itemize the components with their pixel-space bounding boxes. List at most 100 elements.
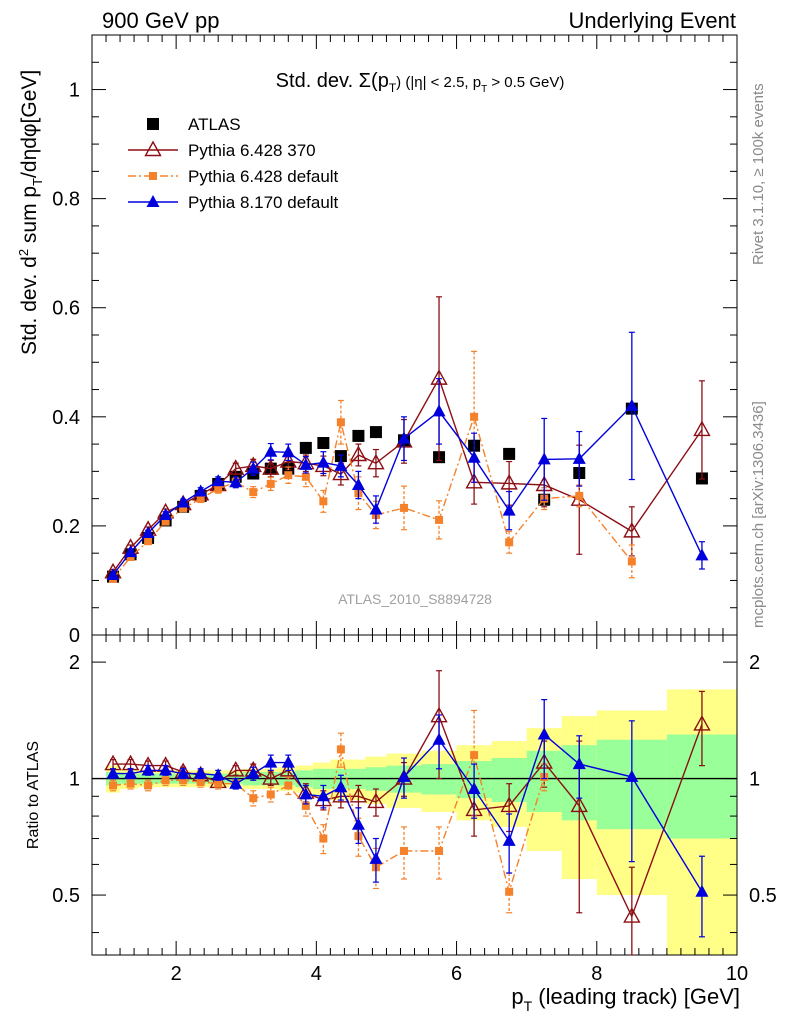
p6-default-point [109, 781, 118, 790]
p8-default-point [502, 503, 516, 516]
p8-default-point [467, 450, 481, 463]
p8-default-point [194, 484, 208, 497]
p6-370-line [112, 376, 703, 573]
rivet-label: Rivet 3.1.10, ≥ 100k events [750, 83, 767, 265]
legend-label-p6-default: Pythia 6.428 default [188, 167, 339, 186]
legend: ATLAS Pythia 6.428 370 Pythia 6.428 defaul… [128, 115, 339, 212]
p6-default-point [249, 794, 258, 803]
p6-default-point [319, 834, 328, 843]
x-tick-label: 10 [726, 963, 748, 985]
p6-370-line [113, 714, 703, 919]
p8-default-point [124, 766, 138, 779]
p8-default-point [625, 769, 639, 782]
p6-default-point [284, 471, 293, 480]
legend-label-p6-370: Pythia 6.428 370 [188, 141, 316, 160]
p8-default-point [351, 478, 365, 490]
legend-marker-p6-370 [144, 140, 162, 157]
p6-370-point [693, 420, 711, 437]
p6-default-point [214, 484, 223, 493]
p6-default-point [196, 777, 205, 786]
p8-default-point [695, 884, 709, 897]
p6-default-point [575, 491, 584, 500]
y-tick-label: 1 [69, 80, 80, 102]
ratio-series-clipped [104, 670, 711, 955]
p6-370-point [570, 796, 588, 813]
title-sub2: T [481, 84, 487, 95]
ratio-y-tick-label-right: 2 [749, 652, 760, 674]
ratio-axis-ticks: 0.5 0.5 1 1 2 2 2 4 6 8 10 [52, 635, 777, 985]
p8-default-point [316, 455, 330, 468]
title-sub: T [389, 81, 397, 95]
xlabel-a: p [511, 984, 523, 1009]
x-tick-label: 2 [171, 963, 182, 985]
ylabel-sup: 2 [16, 249, 31, 256]
ratio-panel: 0.5 0.5 1 1 2 2 2 4 6 8 10 Ratio to ATLAS pT (lead… [25, 634, 777, 1014]
p6-370-point [262, 769, 280, 785]
p6-370-point [227, 760, 245, 777]
p8-default-point [369, 502, 383, 515]
p6-default-series [109, 350, 636, 583]
p6-default-point [249, 488, 258, 497]
p6-default-point [214, 779, 223, 788]
p8-default-point [229, 776, 243, 789]
p8-default-point [432, 732, 446, 745]
x-tick-label: 6 [451, 963, 462, 985]
p6-default-point [470, 751, 479, 760]
p8-default-point [281, 445, 295, 458]
p8-default-point [351, 817, 365, 830]
p6-default-point [144, 537, 153, 546]
p8-default-point [432, 404, 446, 417]
p8-default-point [159, 763, 173, 776]
p8-default-point [334, 780, 348, 793]
p8-default-point [141, 763, 155, 776]
p8-default-point [176, 766, 190, 779]
p6-370-point [367, 453, 385, 470]
p8-default-point [246, 461, 260, 474]
p8-default-point [397, 431, 411, 444]
p8-default-point [141, 526, 155, 538]
p6-default-point [399, 846, 408, 855]
p6-default-point [336, 418, 345, 427]
p6-default-point [627, 557, 636, 566]
legend-marker-atlas [147, 118, 159, 130]
p6-default-point [435, 846, 444, 855]
atlas-point [503, 447, 516, 460]
p8-default-point [397, 769, 411, 782]
p8-default-point [106, 568, 120, 580]
p8-default-point [281, 755, 295, 768]
p6-370-point [262, 459, 280, 475]
p8-default-point [537, 452, 551, 465]
p6-default-point [399, 503, 408, 512]
ratio-y-label: Ratio to ATLAS [25, 741, 42, 849]
xlabel-b: (leading track) [GeV] [532, 984, 740, 1009]
ylabel-b: sum p [18, 186, 41, 249]
atlas-point [352, 429, 365, 442]
p6-default-point [319, 497, 328, 506]
main-series-group [104, 296, 711, 583]
p6-default-point [266, 790, 275, 799]
atlas-point [369, 426, 382, 439]
p8-default-point [264, 755, 278, 768]
ratio-bands [92, 689, 737, 955]
y-axis-label: Std. dev. d2 sum pT/dηdφ[GeV] [16, 70, 45, 355]
atlas-point [317, 437, 330, 449]
p6-370-point [349, 786, 368, 803]
p8-default-series [106, 331, 709, 580]
p6-default-point [161, 776, 170, 785]
ratio-series-group [104, 670, 711, 955]
p8-default-point [572, 757, 586, 770]
p8-default-point [334, 458, 348, 471]
title-rest2: > 0.5 GeV) [487, 74, 564, 91]
p6-370-point [332, 464, 350, 481]
title-rest: ) (|η| < 2.5, p [396, 74, 481, 91]
p8-default-point [194, 766, 208, 779]
p8-default-point [106, 766, 120, 779]
watermark: ATLAS_2010_S8894728 [338, 591, 492, 607]
y-tick-label: 0.2 [52, 516, 80, 538]
header-left: 900 GeV pp [102, 8, 219, 33]
ylabel-sub: T [30, 178, 45, 186]
p8-default-point [176, 495, 190, 508]
x-tick-label: 8 [591, 963, 602, 985]
p6-default-point [301, 472, 310, 481]
main-panel: 00.20.40.60.81 Std. dev. Σ(pT) (|η| < 2.… [16, 34, 738, 647]
